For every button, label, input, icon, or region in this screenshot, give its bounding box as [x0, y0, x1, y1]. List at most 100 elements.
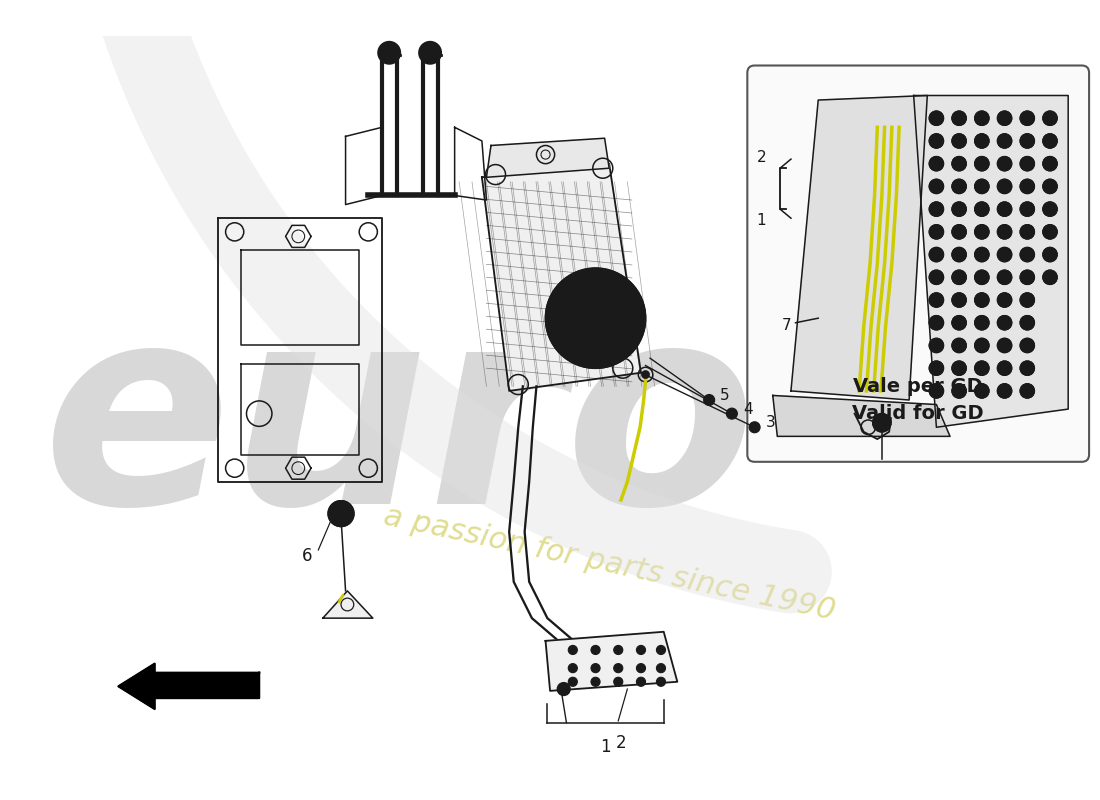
Circle shape — [998, 293, 1012, 307]
Circle shape — [930, 202, 944, 216]
Circle shape — [930, 179, 944, 194]
Polygon shape — [773, 395, 950, 436]
Circle shape — [975, 247, 989, 262]
Circle shape — [930, 157, 944, 171]
Polygon shape — [322, 591, 373, 618]
Polygon shape — [791, 95, 927, 400]
Text: 3: 3 — [766, 415, 775, 430]
Circle shape — [975, 270, 989, 285]
Text: 1: 1 — [757, 213, 767, 227]
Circle shape — [975, 179, 989, 194]
Circle shape — [952, 179, 967, 194]
Text: Valid for GD: Valid for GD — [852, 404, 984, 423]
Circle shape — [952, 111, 967, 126]
Circle shape — [998, 134, 1012, 148]
Circle shape — [952, 134, 967, 148]
Circle shape — [337, 509, 345, 518]
Circle shape — [998, 315, 1012, 330]
Circle shape — [975, 134, 989, 148]
Text: 2: 2 — [616, 734, 626, 753]
Circle shape — [952, 157, 967, 171]
Circle shape — [569, 678, 578, 686]
Circle shape — [952, 361, 967, 375]
Circle shape — [930, 270, 944, 285]
Circle shape — [930, 384, 944, 398]
Text: 1: 1 — [601, 738, 610, 756]
Text: a passion for parts since 1990: a passion for parts since 1990 — [381, 502, 837, 626]
Circle shape — [704, 394, 715, 406]
Circle shape — [975, 111, 989, 126]
Circle shape — [569, 663, 578, 673]
Circle shape — [1043, 111, 1057, 126]
Circle shape — [591, 678, 601, 686]
Circle shape — [975, 225, 989, 239]
Circle shape — [637, 646, 646, 654]
Circle shape — [998, 157, 1012, 171]
Circle shape — [930, 293, 944, 307]
Circle shape — [998, 111, 1012, 126]
Circle shape — [952, 202, 967, 216]
Circle shape — [1020, 338, 1035, 353]
Circle shape — [591, 646, 601, 654]
Circle shape — [1043, 225, 1057, 239]
Circle shape — [1043, 202, 1057, 216]
Circle shape — [998, 270, 1012, 285]
Circle shape — [998, 361, 1012, 375]
Circle shape — [1020, 157, 1035, 171]
Circle shape — [952, 338, 967, 353]
Circle shape — [952, 247, 967, 262]
Circle shape — [975, 202, 989, 216]
Text: 4: 4 — [742, 402, 752, 417]
Circle shape — [642, 371, 649, 378]
Text: euro: euro — [43, 292, 757, 562]
Circle shape — [1020, 202, 1035, 216]
Circle shape — [1020, 384, 1035, 398]
Circle shape — [1043, 134, 1057, 148]
Circle shape — [1043, 157, 1057, 171]
Text: Vale per GD: Vale per GD — [854, 377, 983, 396]
Circle shape — [1043, 270, 1057, 285]
Circle shape — [558, 682, 570, 695]
Circle shape — [930, 315, 944, 330]
Circle shape — [1020, 270, 1035, 285]
Circle shape — [1020, 111, 1035, 126]
Circle shape — [614, 646, 623, 654]
Circle shape — [952, 293, 967, 307]
Circle shape — [1020, 247, 1035, 262]
Circle shape — [975, 338, 989, 353]
Circle shape — [975, 361, 989, 375]
Circle shape — [1020, 361, 1035, 375]
Circle shape — [1020, 225, 1035, 239]
FancyBboxPatch shape — [747, 66, 1089, 462]
Circle shape — [998, 338, 1012, 353]
Polygon shape — [486, 138, 609, 178]
Circle shape — [591, 663, 601, 673]
Circle shape — [328, 501, 354, 526]
Circle shape — [930, 361, 944, 375]
Circle shape — [569, 291, 623, 346]
Circle shape — [930, 134, 944, 148]
Circle shape — [872, 414, 891, 432]
Circle shape — [726, 408, 737, 419]
Circle shape — [975, 384, 989, 398]
Circle shape — [930, 111, 944, 126]
Circle shape — [930, 247, 944, 262]
Circle shape — [998, 225, 1012, 239]
Circle shape — [998, 179, 1012, 194]
Circle shape — [1020, 293, 1035, 307]
Circle shape — [614, 663, 623, 673]
Polygon shape — [914, 95, 1068, 427]
Circle shape — [637, 663, 646, 673]
Circle shape — [952, 225, 967, 239]
Circle shape — [998, 247, 1012, 262]
Circle shape — [378, 42, 400, 64]
Text: 2: 2 — [757, 150, 767, 165]
Circle shape — [1043, 247, 1057, 262]
Polygon shape — [482, 164, 641, 391]
Circle shape — [998, 384, 1012, 398]
Circle shape — [975, 315, 989, 330]
Text: 5: 5 — [720, 388, 729, 403]
Circle shape — [749, 422, 760, 433]
Circle shape — [657, 678, 665, 686]
Circle shape — [930, 225, 944, 239]
